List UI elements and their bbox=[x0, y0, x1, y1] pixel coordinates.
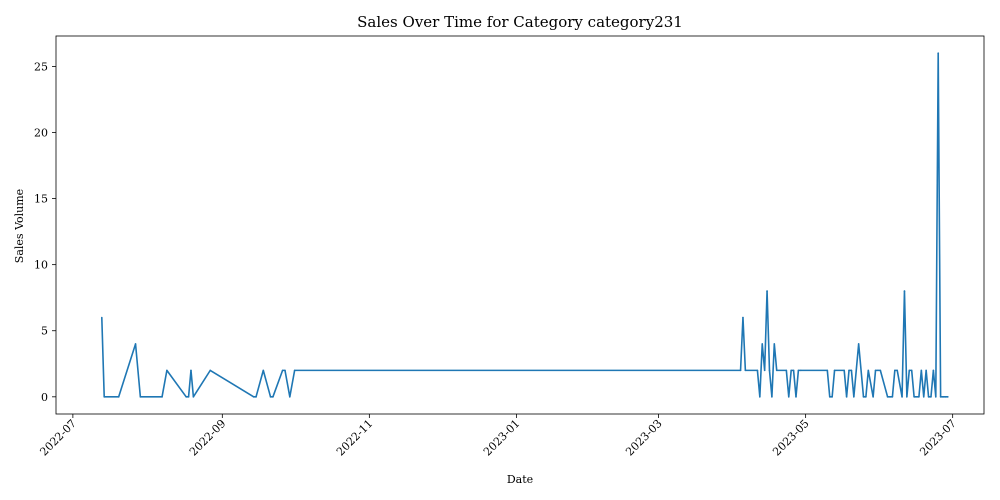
data-point bbox=[759, 396, 761, 398]
data-point bbox=[947, 396, 949, 398]
y-tick-label: 5 bbox=[41, 325, 48, 338]
data-point bbox=[833, 369, 836, 372]
data-point bbox=[845, 396, 848, 398]
data-point bbox=[937, 52, 940, 54]
data-point bbox=[942, 396, 944, 398]
data-point bbox=[790, 369, 792, 372]
data-point bbox=[252, 396, 255, 398]
data-point bbox=[166, 369, 168, 372]
data-point bbox=[896, 369, 899, 372]
data-point bbox=[185, 396, 187, 398]
data-point bbox=[761, 343, 764, 345]
chart-title: Sales Over Time for Category category231 bbox=[357, 13, 683, 31]
data-point bbox=[192, 396, 195, 398]
data-point bbox=[103, 396, 106, 398]
data-point bbox=[763, 369, 766, 372]
data-point bbox=[161, 396, 163, 398]
data-point bbox=[797, 369, 800, 372]
series-line bbox=[101, 52, 948, 398]
y-tick-label: 10 bbox=[34, 259, 48, 272]
data-point bbox=[930, 396, 932, 398]
data-point bbox=[874, 369, 877, 372]
data-point bbox=[925, 369, 927, 372]
data-point bbox=[289, 396, 291, 398]
data-point bbox=[944, 396, 947, 398]
data-point bbox=[865, 396, 867, 398]
data-point bbox=[891, 396, 894, 398]
data-point bbox=[134, 343, 137, 345]
data-point bbox=[756, 369, 759, 372]
data-point bbox=[742, 316, 744, 319]
data-point bbox=[927, 396, 930, 398]
data-point bbox=[922, 396, 925, 398]
data-point bbox=[918, 396, 920, 398]
data-point bbox=[768, 369, 771, 372]
data-point bbox=[117, 396, 120, 398]
data-point bbox=[913, 396, 915, 398]
data-point bbox=[269, 396, 272, 398]
data-point bbox=[773, 343, 776, 345]
y-tick-label: 0 bbox=[41, 391, 48, 404]
data-point bbox=[828, 396, 831, 398]
y-tick-label: 15 bbox=[34, 193, 48, 206]
y-tick-label: 25 bbox=[34, 60, 48, 73]
plot-frame bbox=[55, 35, 985, 415]
data-point bbox=[281, 369, 284, 372]
data-point bbox=[872, 396, 874, 398]
data-point bbox=[886, 396, 889, 398]
data-point bbox=[932, 369, 935, 372]
data-point bbox=[775, 369, 778, 372]
data-point bbox=[906, 396, 908, 398]
data-point bbox=[831, 396, 833, 398]
data-point bbox=[877, 369, 879, 372]
data-point bbox=[187, 396, 190, 398]
data-point bbox=[920, 369, 923, 372]
x-axis-label: Date bbox=[507, 473, 533, 486]
data-point bbox=[262, 369, 265, 372]
data-point bbox=[855, 369, 858, 372]
y-axis-label: Sales Volume bbox=[13, 189, 26, 263]
data-point bbox=[766, 290, 768, 292]
data-point bbox=[795, 396, 797, 398]
data-point bbox=[771, 396, 773, 398]
data-point bbox=[910, 369, 913, 372]
data-point bbox=[792, 369, 795, 372]
data-point bbox=[139, 396, 142, 398]
data-point bbox=[853, 396, 855, 398]
data-point bbox=[934, 396, 937, 398]
data-point bbox=[209, 369, 212, 372]
data-point bbox=[787, 396, 790, 398]
y-tick-label: 20 bbox=[34, 126, 48, 139]
data-point bbox=[284, 369, 286, 372]
data-point bbox=[744, 369, 747, 372]
data-point bbox=[850, 369, 853, 372]
data-point bbox=[889, 396, 891, 398]
data-point bbox=[785, 369, 788, 372]
data-point bbox=[190, 369, 192, 372]
data-point bbox=[255, 396, 257, 398]
data-point bbox=[739, 369, 742, 372]
data-point bbox=[800, 369, 802, 372]
data-point bbox=[939, 396, 942, 398]
data-point bbox=[100, 316, 103, 319]
data-point bbox=[867, 369, 870, 372]
data-point bbox=[908, 369, 911, 372]
data-point bbox=[857, 343, 860, 345]
data-point bbox=[826, 369, 829, 372]
data-point bbox=[848, 369, 850, 372]
data-point bbox=[843, 369, 845, 372]
data-point bbox=[862, 396, 865, 398]
data-point bbox=[901, 396, 903, 398]
data-point bbox=[903, 290, 906, 292]
data-point bbox=[894, 369, 896, 372]
data-point bbox=[272, 396, 274, 398]
data-point bbox=[879, 369, 882, 372]
data-point bbox=[293, 369, 296, 372]
